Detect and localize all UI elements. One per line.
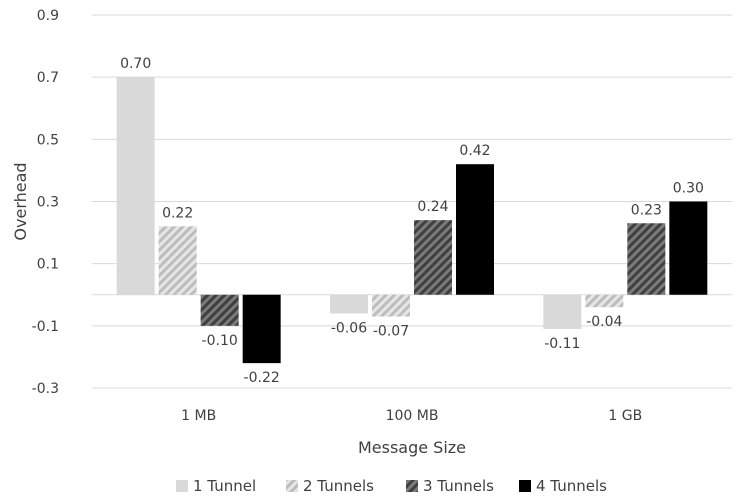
data-label: -0.04 <box>586 314 622 330</box>
y-axis-title: Overhead <box>11 162 30 240</box>
data-label: 0.30 <box>673 181 704 197</box>
x-tick-labels: 1 MB 100 MB 1 GB <box>181 408 642 424</box>
data-label: -0.10 <box>202 333 238 349</box>
bar <box>242 294 281 364</box>
bar <box>585 294 624 308</box>
data-labels: 0.70 0.22 -0.10 -0.22 -0.06 -0.07 0.24 0.42 -0.1… <box>120 56 704 386</box>
x-tick-label: 100 MB <box>386 408 439 424</box>
y-tick-label: 0.7 <box>37 70 59 86</box>
data-label: 0.42 <box>459 143 490 159</box>
data-label: -0.11 <box>544 336 580 352</box>
data-label: 0.24 <box>417 199 448 215</box>
legend-label: 2 Tunnels <box>303 477 374 495</box>
bar <box>414 220 452 295</box>
legend-label: 4 Tunnels <box>536 477 607 495</box>
bar <box>372 294 410 317</box>
bar <box>456 164 494 295</box>
legend: 1 Tunnel 2 Tunnels 3 Tunnels 4 Tunnels <box>176 477 607 495</box>
bars <box>116 77 708 364</box>
data-label: -0.07 <box>373 324 409 340</box>
x-tick-label: 1 MB <box>181 408 216 424</box>
bar <box>669 201 708 295</box>
legend-label: 3 Tunnels <box>423 477 494 495</box>
data-label: 0.22 <box>162 205 193 221</box>
bar <box>116 77 155 295</box>
y-tick-label: -0.1 <box>32 319 59 335</box>
x-tick-label: 1 GB <box>608 408 642 424</box>
y-tick-label: 0.3 <box>37 195 59 211</box>
y-tick-label: 0.9 <box>37 8 59 24</box>
bar <box>330 294 368 314</box>
legend-swatch <box>176 480 188 492</box>
y-tick-label: 0.5 <box>37 132 59 148</box>
data-label: 0.70 <box>120 56 151 72</box>
gridlines <box>92 14 732 389</box>
legend-label: 1 Tunnel <box>193 477 256 495</box>
bar <box>158 226 197 295</box>
data-label: -0.22 <box>244 370 280 386</box>
legend-swatch <box>406 480 418 492</box>
bar <box>627 223 666 295</box>
y-tick-labels: 0.9 0.7 0.5 0.3 0.1 -0.1 -0.3 <box>32 8 59 397</box>
legend-swatch <box>286 480 298 492</box>
x-axis-title: Message Size <box>358 438 466 457</box>
y-tick-label: -0.3 <box>32 381 59 397</box>
legend-swatch <box>519 480 531 492</box>
data-label: -0.06 <box>331 320 367 336</box>
y-tick-label: 0.1 <box>37 257 59 273</box>
bar <box>200 294 239 326</box>
data-label: 0.23 <box>631 202 662 218</box>
bar <box>543 294 582 329</box>
